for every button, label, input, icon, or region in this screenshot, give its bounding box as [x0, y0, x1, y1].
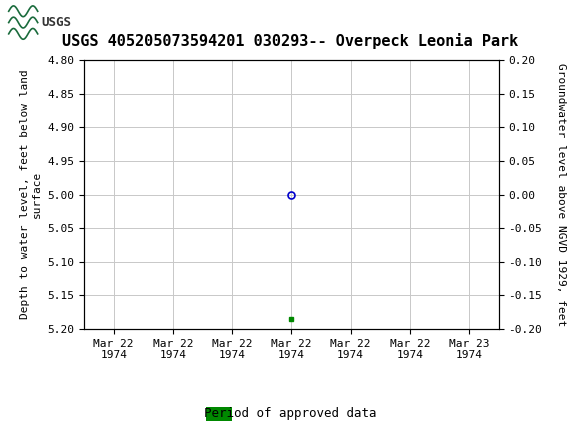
Text: USGS 405205073594201 030293-- Overpeck Leonia Park: USGS 405205073594201 030293-- Overpeck L…	[62, 34, 518, 49]
Text: USGS: USGS	[42, 16, 72, 29]
Y-axis label: Depth to water level, feet below land
surface: Depth to water level, feet below land su…	[20, 70, 42, 319]
Text: Period of approved data: Period of approved data	[204, 407, 376, 420]
FancyBboxPatch shape	[6, 3, 99, 42]
Y-axis label: Groundwater level above NGVD 1929, feet: Groundwater level above NGVD 1929, feet	[556, 63, 566, 326]
